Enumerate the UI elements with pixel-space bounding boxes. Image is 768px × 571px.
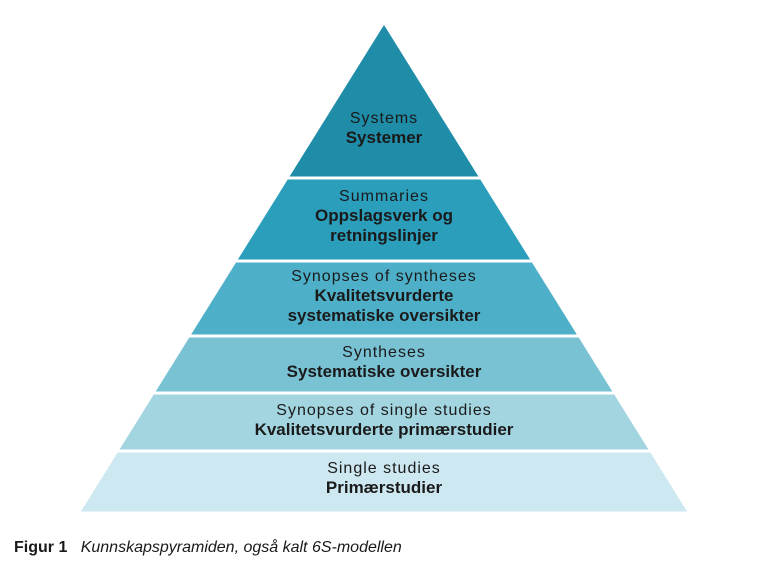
pyramid-svg bbox=[0, 0, 768, 571]
figure-frame: Systems Systemer Summaries Oppslagsverk … bbox=[0, 0, 768, 571]
pyramid-layer-2 bbox=[190, 262, 577, 335]
figure-caption: Figur 1 Kunnskapspyramiden, også kalt 6S… bbox=[14, 539, 402, 557]
pyramid-layer-5 bbox=[80, 452, 688, 512]
figure-caption-tag: Figur 1 bbox=[14, 539, 67, 556]
pyramid-layer-1 bbox=[237, 179, 531, 260]
pyramid-layer-4 bbox=[119, 394, 650, 450]
figure-caption-text: Kunnskapspyramiden, også kalt 6S-modelle… bbox=[81, 539, 402, 556]
pyramid-layer-3 bbox=[155, 337, 613, 392]
pyramid-layer-0 bbox=[289, 24, 480, 177]
